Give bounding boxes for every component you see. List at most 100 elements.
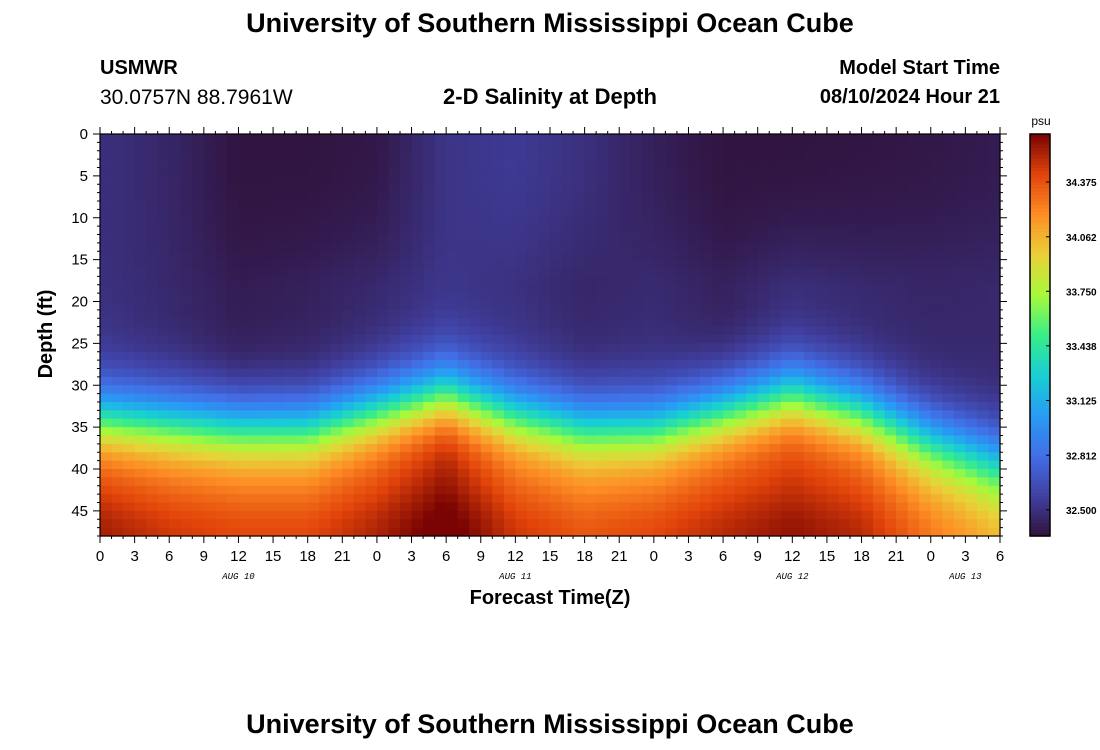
heatmap-cell — [596, 510, 609, 520]
heatmap-cell — [480, 209, 493, 219]
heatmap-cell — [850, 234, 863, 244]
heatmap-cell — [365, 309, 378, 319]
heatmap-cell — [665, 251, 678, 261]
heatmap-cell — [653, 293, 666, 303]
heatmap-cell — [307, 301, 320, 311]
heatmap-cell — [653, 452, 666, 462]
colorbar-segment — [1030, 304, 1050, 309]
heatmap-cell — [123, 134, 136, 143]
heatmap-cell — [573, 268, 586, 277]
heatmap-cell — [826, 527, 840, 537]
heatmap-cell — [180, 192, 193, 202]
heatmap-cell — [919, 477, 932, 487]
heatmap-cell — [815, 293, 828, 303]
heatmap-cell — [515, 335, 528, 344]
heatmap-cell — [169, 477, 182, 487]
heatmap-cell — [342, 510, 355, 520]
heatmap-cell — [180, 167, 193, 177]
heatmap-cell — [642, 326, 655, 336]
heatmap-cell — [746, 343, 759, 353]
heatmap-cell — [815, 134, 828, 143]
heatmap-cell — [319, 510, 332, 520]
heatmap-cell — [296, 469, 309, 478]
heatmap-cell — [111, 393, 124, 403]
heatmap-cell — [653, 175, 666, 185]
heatmap-cell — [665, 335, 678, 344]
heatmap-cell — [665, 175, 678, 185]
heatmap-cell — [561, 418, 574, 428]
heatmap-cell — [838, 301, 851, 311]
heatmap-cell — [976, 435, 990, 445]
heatmap-cell — [273, 519, 286, 529]
heatmap-cell — [919, 175, 932, 185]
heatmap-cell — [284, 309, 297, 319]
heatmap-cell — [596, 318, 609, 328]
heatmap-cell — [238, 251, 251, 261]
heatmap-cell — [226, 427, 240, 437]
colorbar-segment — [1030, 371, 1050, 376]
heatmap-cell — [457, 410, 470, 420]
heatmap-cell — [700, 385, 713, 395]
colorbar-segment — [1030, 408, 1050, 413]
heatmap-cell — [526, 226, 540, 236]
heatmap-cell — [515, 452, 528, 462]
heatmap-cell — [688, 201, 701, 210]
heatmap-cell — [388, 427, 401, 437]
heatmap-cell — [653, 209, 666, 219]
heatmap-cell — [123, 192, 136, 202]
heatmap-cell — [457, 477, 470, 487]
heatmap-cell — [700, 301, 713, 311]
heatmap-cell — [884, 485, 897, 495]
date-label: AUG 13 — [948, 572, 982, 582]
colorbar-segment — [1030, 405, 1050, 410]
heatmap-cell — [838, 402, 851, 411]
heatmap-cell — [757, 460, 770, 470]
heatmap-cell — [653, 318, 666, 328]
heatmap-cell — [584, 393, 597, 403]
heatmap-cell — [780, 335, 793, 344]
heatmap-cell — [250, 410, 263, 420]
heatmap-cell — [873, 226, 886, 236]
heatmap-cell — [526, 234, 540, 244]
heatmap-cell — [550, 443, 563, 453]
heatmap-cell — [619, 335, 632, 344]
heatmap-cell — [596, 343, 609, 353]
heatmap-cell — [838, 343, 851, 353]
heatmap-cell — [123, 242, 136, 252]
heatmap-cell — [215, 469, 228, 478]
heatmap-cell — [169, 142, 182, 152]
heatmap-cell — [250, 150, 263, 160]
heatmap-cell — [700, 469, 713, 478]
heatmap-cell — [261, 234, 274, 244]
heatmap-cell — [596, 519, 609, 529]
heatmap-cell — [803, 326, 816, 336]
heatmap-cell — [873, 175, 886, 185]
heatmap-cell — [261, 510, 274, 520]
heatmap-cell — [111, 376, 124, 386]
heatmap-cell — [550, 184, 563, 194]
heatmap-cell — [815, 268, 828, 277]
heatmap-cell — [965, 494, 978, 504]
heatmap-cell — [919, 309, 932, 319]
heatmap-cell — [550, 494, 563, 504]
heatmap-cell — [526, 452, 540, 462]
heatmap-cell — [388, 259, 401, 269]
heatmap-cell — [296, 477, 309, 487]
heatmap-cell — [261, 385, 274, 395]
heatmap-cell — [619, 443, 632, 453]
heatmap-cell — [792, 251, 805, 261]
colorbar-segment — [1030, 465, 1050, 470]
heatmap-cell — [319, 435, 332, 445]
heatmap-cell — [653, 502, 666, 512]
heatmap-cell — [365, 393, 378, 403]
heatmap-cell — [515, 385, 528, 395]
heatmap-cell — [573, 259, 586, 269]
heatmap-cell — [976, 368, 990, 378]
heatmap-cell — [238, 201, 251, 210]
heatmap-cell — [515, 142, 528, 152]
colorbar-tick-label: 33.125 — [1066, 397, 1097, 408]
heatmap-cell — [942, 460, 955, 470]
heatmap-cell — [850, 226, 863, 236]
heatmap-cell — [930, 326, 943, 336]
heatmap-cell — [607, 410, 620, 420]
